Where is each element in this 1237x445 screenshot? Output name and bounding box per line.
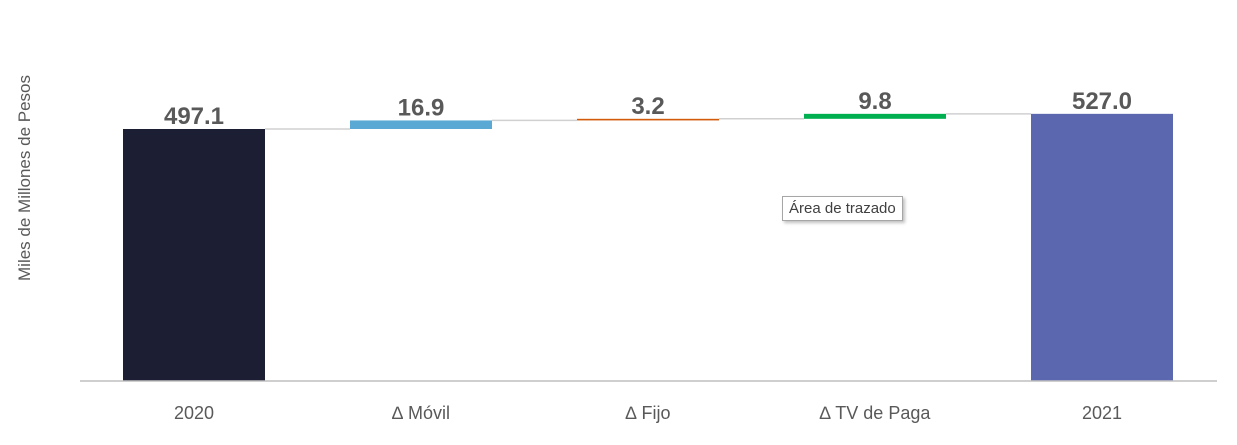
data-label-5: 527.0 xyxy=(1072,88,1132,115)
bar-2 xyxy=(350,120,492,129)
data-label-3: 3.2 xyxy=(631,93,664,120)
x-tick-label-2: ∆ Móvil xyxy=(392,403,450,423)
data-label-4: 9.8 xyxy=(858,88,891,115)
bar-1 xyxy=(123,129,265,381)
y-axis-label: Miles de Millones de Pesos xyxy=(15,75,34,281)
bar-4 xyxy=(804,113,946,119)
x-tick-label-1: 2020 xyxy=(174,403,214,423)
data-label-2: 16.9 xyxy=(398,94,445,121)
x-tick-label-5: 2021 xyxy=(1082,403,1122,423)
x-tick-label-3: ∆ Fijo xyxy=(625,403,670,423)
data-label-1: 497.1 xyxy=(164,103,224,130)
bar-5 xyxy=(1031,113,1173,382)
plot-area-tooltip: Área de trazado xyxy=(782,196,903,221)
x-tick-label-4: ∆ TV de Paga xyxy=(820,403,932,423)
bar-3 xyxy=(577,118,719,121)
